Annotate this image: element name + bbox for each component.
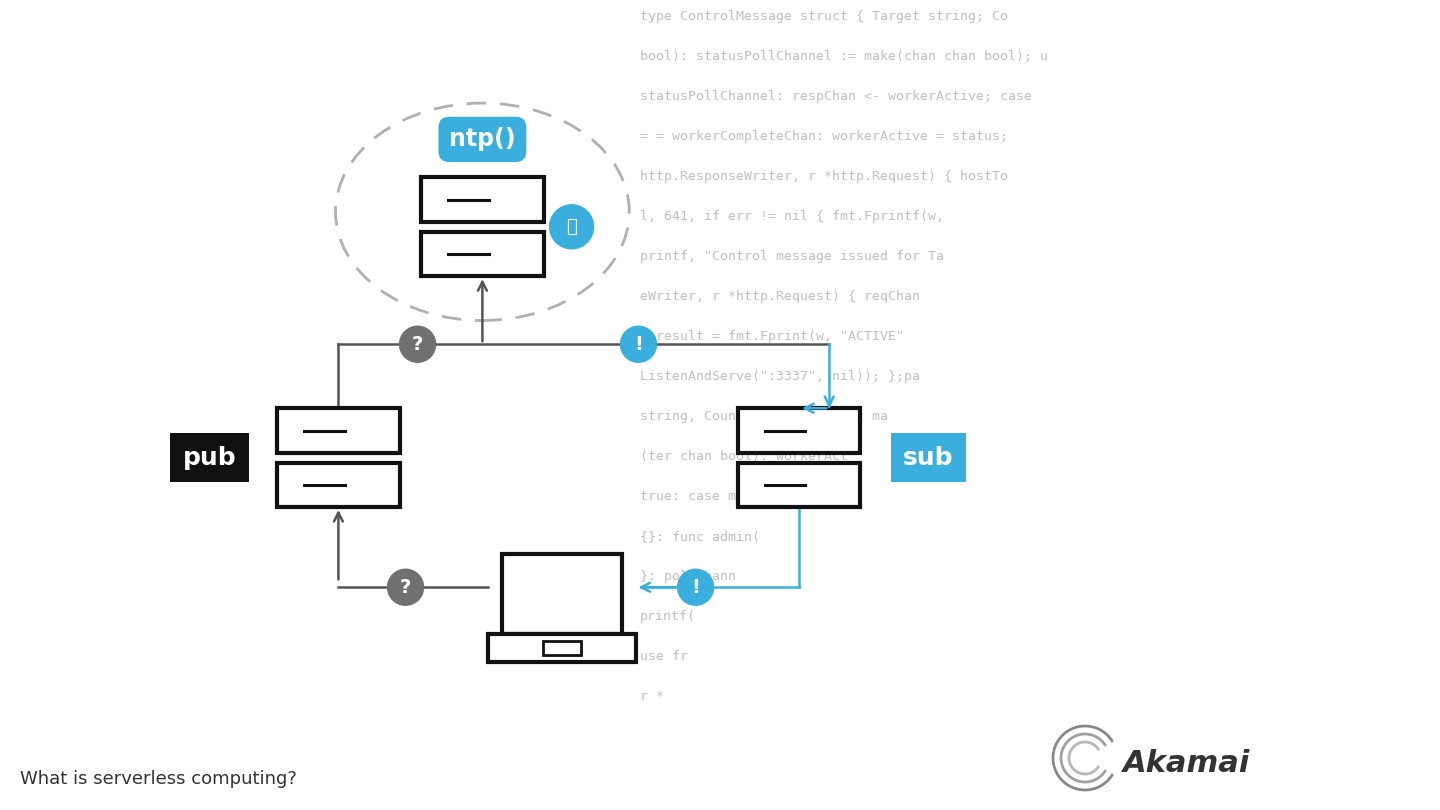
Bar <box>739 463 861 507</box>
Circle shape <box>387 569 423 605</box>
Circle shape <box>678 569 714 605</box>
Bar <box>739 408 861 453</box>
Text: type ControlMessage struct { Target string; Co: type ControlMessage struct { Target stri… <box>639 10 1008 23</box>
Bar <box>501 554 622 634</box>
Text: l, 641, if err != nil { fmt.Fprintf(w,: l, 641, if err != nil { fmt.Fprintf(w, <box>639 210 945 223</box>
Text: printf, "Control message issued for Ta: printf, "Control message issued for Ta <box>639 250 945 263</box>
Text: sub: sub <box>903 446 953 470</box>
Text: }: pollChann: }: pollChann <box>639 570 736 583</box>
Circle shape <box>400 326 436 362</box>
Text: true: case msg := s: true: case msg := s <box>639 490 792 503</box>
Text: f result = fmt.Fprint(w, "ACTIVE": f result = fmt.Fprint(w, "ACTIVE" <box>639 330 904 343</box>
Text: eWriter, r *http.Request) { reqChan: eWriter, r *http.Request) { reqChan <box>639 290 920 303</box>
Text: r *: r * <box>639 690 664 703</box>
Text: http.ResponseWriter, r *http.Request) { hostTo: http.ResponseWriter, r *http.Request) { … <box>639 170 1008 183</box>
Circle shape <box>550 205 593 249</box>
Text: ?: ? <box>400 578 412 597</box>
Bar <box>488 634 635 662</box>
Text: ListenAndServe(":3337", nil)); };pa: ListenAndServe(":3337", nil)); };pa <box>639 370 920 383</box>
Text: = = workerCompleteChan: workerActive = status;: = = workerCompleteChan: workerActive = s… <box>639 130 1008 143</box>
Circle shape <box>621 326 657 362</box>
Text: pub: pub <box>183 446 236 470</box>
Text: !: ! <box>691 578 700 597</box>
Text: string, Count int64: }; func ma: string, Count int64: }; func ma <box>639 410 888 423</box>
Text: ntp(): ntp() <box>449 127 516 151</box>
Bar <box>543 641 580 655</box>
Text: Akamai: Akamai <box>1123 748 1250 778</box>
Text: printf(: printf( <box>639 610 696 623</box>
Text: (ter chan bool): workerAct: (ter chan bool): workerAct <box>639 450 848 463</box>
Bar <box>276 463 400 507</box>
Text: statusPollChannel: respChan <- workerActive; case: statusPollChannel: respChan <- workerAct… <box>639 90 1032 103</box>
Text: What is serverless computing?: What is serverless computing? <box>20 770 297 788</box>
Bar <box>422 232 544 276</box>
Text: use fr: use fr <box>639 650 688 663</box>
Text: ?: ? <box>412 335 423 354</box>
Text: {}: func admin(: {}: func admin( <box>639 530 760 543</box>
Text: 🐳: 🐳 <box>566 218 577 236</box>
Text: bool): statusPollChannel := make(chan chan bool); u: bool): statusPollChannel := make(chan ch… <box>639 50 1048 63</box>
Bar <box>276 408 400 453</box>
Text: !: ! <box>634 335 642 354</box>
Bar <box>422 177 544 222</box>
